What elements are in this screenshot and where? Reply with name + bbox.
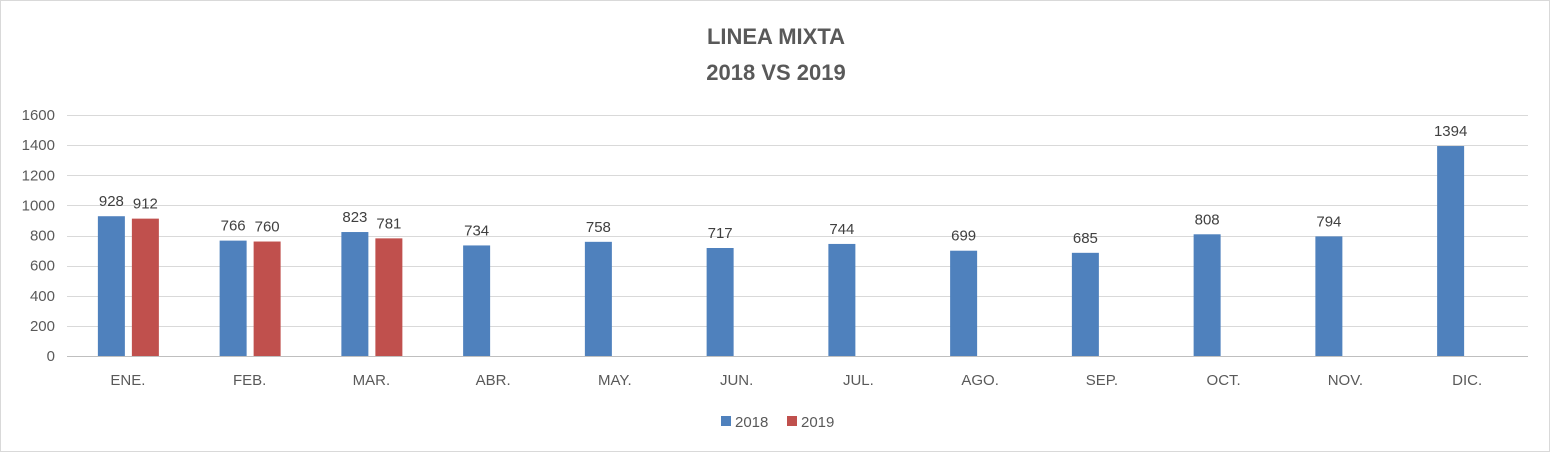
data-label: 781 <box>376 215 401 232</box>
bar-2018-dic <box>1437 146 1465 356</box>
legend-swatch-2018 <box>721 416 731 426</box>
chart-title-line-1: LINEA MIXTA <box>707 24 845 49</box>
bar-2018-may <box>584 241 612 356</box>
legend: 2018 2019 <box>721 414 834 431</box>
data-label: 685 <box>1073 230 1098 247</box>
bar-2018-mar <box>341 232 369 356</box>
x-tick-label: SEP. <box>1086 372 1118 389</box>
bar-2019-feb <box>253 241 281 356</box>
data-label: 794 <box>1316 213 1341 230</box>
bar-2018-oct <box>1193 234 1221 356</box>
data-label: 760 <box>255 219 280 236</box>
x-tick-label: ENE. <box>110 372 145 389</box>
data-labels: 928 912 766 760 823 781 734 758 717 744 699 685 808 7… <box>99 123 1467 247</box>
data-label: 823 <box>342 209 367 226</box>
chart-title: LINEA MIXTA 2018 VS 2019 <box>706 24 845 85</box>
y-tick-label: 1600 <box>22 107 55 124</box>
data-label: 758 <box>586 219 611 236</box>
x-tick-label: JUN. <box>720 372 753 389</box>
y-axis-ticks: 0 200 400 600 800 1000 1200 1400 1600 <box>22 107 55 365</box>
y-tick-label: 1000 <box>22 197 55 214</box>
x-axis-ticks: ENE. FEB. MAR. ABR. MAY. JUN. JUL. AGO. SEP. OCT.… <box>110 372 1482 389</box>
x-tick-label: JUL. <box>843 372 874 389</box>
bar-2018-nov <box>1315 236 1343 356</box>
bar-2018-jul <box>828 243 856 356</box>
y-tick-label: 600 <box>30 258 55 275</box>
data-label: 912 <box>133 196 158 213</box>
data-label: 734 <box>464 222 489 239</box>
x-tick-label: DIC. <box>1452 372 1482 389</box>
chart-title-line-2: 2018 VS 2019 <box>706 60 845 85</box>
data-label: 699 <box>951 228 976 245</box>
bar-2019-mar <box>375 238 403 356</box>
bar-2018-jun <box>706 248 734 356</box>
y-tick-label: 1400 <box>22 137 55 154</box>
legend-swatch-2019 <box>787 416 797 426</box>
data-label: 744 <box>829 221 854 238</box>
bar-2018-sep <box>1071 252 1099 356</box>
y-tick-label: 1200 <box>22 167 55 184</box>
y-tick-label: 200 <box>30 318 55 335</box>
bars <box>97 146 1465 356</box>
data-label: 717 <box>708 225 733 242</box>
x-tick-label: FEB. <box>233 372 266 389</box>
gridlines <box>67 115 1528 357</box>
bar-2018-ene <box>97 216 125 356</box>
bar-2018-abr <box>463 245 491 356</box>
x-tick-label: AGO. <box>961 372 999 389</box>
bar-2018-ago <box>950 250 978 356</box>
data-label: 928 <box>99 193 124 210</box>
data-label: 1394 <box>1434 123 1467 140</box>
x-tick-label: MAY. <box>598 372 632 389</box>
y-tick-label: 0 <box>47 348 55 365</box>
data-label: 766 <box>221 218 246 235</box>
y-tick-label: 400 <box>30 288 55 305</box>
x-tick-label: MAR. <box>353 372 391 389</box>
bar-2018-feb <box>219 240 247 356</box>
data-label: 808 <box>1195 211 1220 228</box>
x-tick-label: ABR. <box>476 372 511 389</box>
legend-label-2019: 2019 <box>801 414 834 431</box>
x-tick-label: NOV. <box>1328 372 1363 389</box>
y-tick-label: 800 <box>30 228 55 245</box>
x-tick-label: OCT. <box>1207 372 1241 389</box>
bar-2019-ene <box>131 218 159 356</box>
legend-label-2018: 2018 <box>735 414 768 431</box>
